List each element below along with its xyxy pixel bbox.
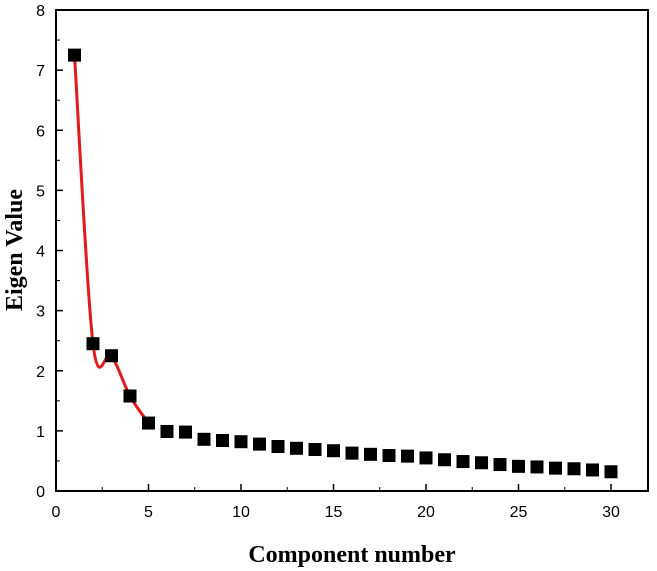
curve-layer [73, 54, 150, 424]
data-point [86, 337, 100, 351]
data-point [327, 444, 340, 458]
data-point [345, 446, 359, 460]
data-point [234, 435, 248, 449]
data-point [197, 432, 211, 446]
x-tick-label: 25 [510, 504, 528, 521]
x-tick-label: 10 [232, 504, 250, 521]
x-tick-label: 5 [144, 504, 153, 521]
data-point [68, 48, 81, 62]
data-point [493, 458, 507, 472]
y-axis-title: Eigen Value [2, 189, 28, 311]
x-tick-label: 20 [417, 504, 435, 521]
y-tick-label: 6 [36, 123, 45, 140]
y-tick-label: 4 [36, 244, 45, 261]
data-point [123, 389, 137, 403]
data-point [456, 455, 470, 469]
data-point [105, 349, 118, 363]
data-point [512, 459, 525, 473]
y-tick-label: 1 [36, 424, 45, 441]
data-point [308, 443, 322, 457]
data-point [253, 437, 266, 451]
data-point [382, 449, 396, 463]
y-tick-label: 8 [36, 3, 45, 20]
data-point [401, 449, 414, 463]
y-axis: 0 1 2 3 4 5 6 7 8 [36, 3, 63, 501]
data-point [530, 460, 544, 474]
x-tick-label: 30 [602, 504, 620, 521]
data-point [142, 416, 155, 430]
y-tick-label: 2 [36, 364, 45, 381]
data-point [549, 461, 562, 475]
data-point [567, 462, 581, 476]
data-point [290, 441, 303, 455]
data-point [604, 465, 618, 479]
x-tick-label: 0 [52, 504, 61, 521]
x-tick-label: 15 [325, 504, 343, 521]
data-point [216, 433, 229, 447]
x-axis-title: Component number [248, 542, 456, 568]
data-point [438, 453, 451, 467]
series-line [73, 54, 150, 424]
y-tick-label: 7 [36, 63, 45, 80]
y-tick-label: 3 [36, 304, 45, 321]
data-point [160, 424, 174, 438]
data-point [419, 451, 433, 465]
data-point [586, 463, 599, 477]
data-point [475, 456, 488, 470]
y-tick-label: 5 [36, 183, 45, 200]
data-point [179, 425, 192, 439]
data-point [364, 447, 377, 461]
y-tick-label: 0 [36, 484, 45, 501]
x-axis: 0 5 10 15 20 25 30 [52, 484, 620, 521]
marker-layer [68, 48, 618, 479]
data-point [271, 440, 285, 454]
